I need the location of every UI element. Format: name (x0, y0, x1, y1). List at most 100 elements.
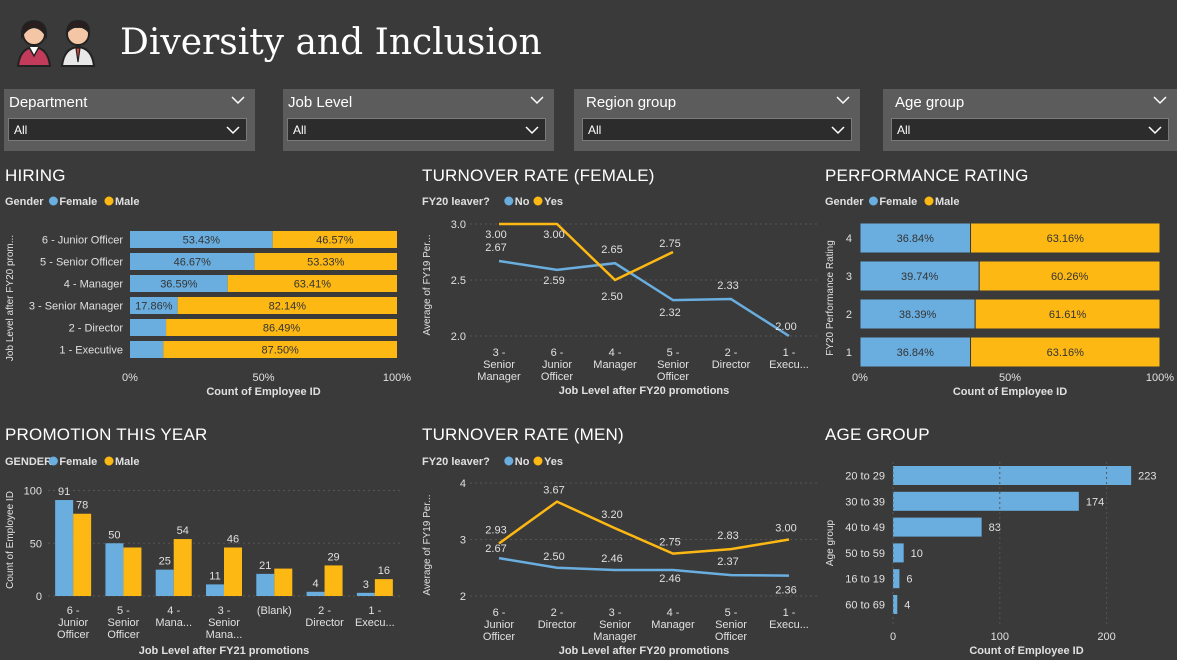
data-label: 3.20 (601, 509, 622, 521)
data-label: 10 (911, 548, 923, 560)
bar (893, 517, 982, 537)
category-label: 4 -Manager (593, 347, 637, 371)
legend-marker (504, 196, 514, 206)
category-label: 3 -Senior Manager (593, 607, 637, 643)
category-label: 5 - Senior Officer (40, 257, 123, 269)
chevron-down-icon[interactable] (231, 95, 245, 105)
turnover-female-title: TURNOVER RATE (FEMALE) (422, 166, 655, 185)
data-label: 174 (1086, 496, 1104, 508)
data-label: 63.16% (1047, 233, 1085, 245)
bar-female (130, 297, 178, 314)
legend-label-yes: Yes (544, 196, 563, 208)
data-label: 53.33% (307, 257, 345, 269)
bar-male (163, 341, 397, 358)
legend-title: Gender (5, 196, 44, 208)
y-axis-title: Age group (825, 519, 836, 566)
x-axis-title: Count of Employee ID (953, 386, 1067, 398)
data-label: 2.83 (717, 530, 738, 542)
bar (893, 595, 898, 614)
department-dropdown[interactable]: All (8, 118, 247, 141)
x-tick-label: 100% (383, 372, 411, 384)
category-label: 40 to 49 (845, 522, 885, 534)
category-label: 3 (846, 271, 852, 283)
bar-female (130, 253, 255, 270)
bar-male (166, 319, 397, 336)
data-label: 4 (904, 600, 910, 612)
bar (893, 543, 904, 563)
bar-male (227, 275, 397, 292)
legend-marker (868, 196, 878, 206)
job-level-dropdown[interactable]: All (287, 118, 546, 141)
data-label: 2.33 (717, 280, 738, 292)
slicer-label: Department (9, 94, 88, 111)
data-label: 21 (259, 560, 271, 572)
chevron-down-icon[interactable] (1148, 125, 1162, 135)
x-tick-label: 100% (1146, 372, 1174, 384)
data-label: 4 (313, 578, 319, 590)
legend-marker (104, 456, 114, 466)
category-label: 20 to 29 (845, 471, 885, 483)
hiring-title: HIRING (5, 166, 66, 185)
category-label: 1 - Executive (59, 345, 123, 357)
bar-male (272, 231, 397, 248)
dropdown-value: All (588, 123, 602, 137)
bar-female (130, 231, 273, 248)
x-axis-title: Job Level after FY20 promotions (559, 385, 730, 397)
bar-male (374, 579, 393, 596)
category-label: 1 (846, 347, 852, 359)
region-group-dropdown[interactable]: All (582, 118, 852, 141)
slicer-label: Job Level (288, 94, 353, 111)
category-label: 2 (846, 309, 852, 321)
data-label: 2.67 (485, 543, 506, 555)
chevron-down-icon[interactable] (831, 125, 845, 135)
category-label: 6 - Junior Officer (42, 235, 123, 247)
bar-female (130, 275, 228, 292)
x-axis-title: Job Level after FY20 promotions (559, 645, 730, 657)
category-label: 1 -Execu... (769, 607, 809, 631)
bar-male (978, 260, 1161, 292)
data-label: 86.49% (263, 323, 301, 335)
x-tick-label: 50% (999, 372, 1021, 384)
people-icon (16, 19, 96, 67)
series-line-yes (499, 222, 674, 282)
bar-female (55, 500, 74, 596)
category-label: 6 -Junior Officer (541, 347, 574, 383)
age-group-slicer[interactable]: Age group All (883, 89, 1177, 151)
data-label: 3 (363, 579, 369, 591)
category-label: 5 -Senior Officer (657, 347, 690, 383)
chevron-down-icon[interactable] (226, 125, 240, 135)
chevron-down-icon[interactable] (530, 95, 544, 105)
data-label: 25 (159, 556, 171, 568)
bar (893, 569, 900, 589)
category-label: 5 -Senior Officer (715, 607, 748, 643)
department-slicer[interactable]: Department All (4, 89, 255, 151)
x-tick-label: 0% (852, 372, 868, 384)
legend-marker (48, 196, 58, 206)
category-label: 1 -Execu... (769, 347, 809, 371)
category-label: 60 to 69 (845, 600, 885, 612)
chevron-down-icon[interactable] (1153, 95, 1167, 105)
data-label: 2.65 (601, 244, 622, 256)
chevron-down-icon[interactable] (525, 125, 539, 135)
chevron-down-icon[interactable] (836, 95, 850, 105)
bar-male (974, 298, 1161, 330)
category-label: 5 -Senior Officer (107, 605, 140, 641)
age-group-dropdown[interactable]: All (891, 118, 1169, 141)
data-label: 46.57% (316, 235, 354, 247)
data-label: 2.67 (485, 242, 506, 254)
bar-male (177, 297, 397, 314)
bar-female (155, 569, 174, 596)
data-label: 2.75 (659, 537, 680, 549)
data-label: 17.86% (135, 301, 173, 313)
bar-male (123, 547, 142, 596)
data-label: 2.32 (659, 307, 680, 319)
bar-female (105, 543, 124, 596)
bar-male (173, 539, 192, 596)
region-group-slicer[interactable]: Region group All (574, 89, 860, 151)
bar-female (859, 260, 980, 292)
dropdown-value: All (14, 123, 28, 137)
job-level-slicer[interactable]: Job Level All (283, 89, 554, 151)
legend-label-yes: Yes (544, 456, 563, 468)
data-label: 3.00 (543, 229, 564, 241)
data-label: 36.84% (897, 233, 935, 245)
